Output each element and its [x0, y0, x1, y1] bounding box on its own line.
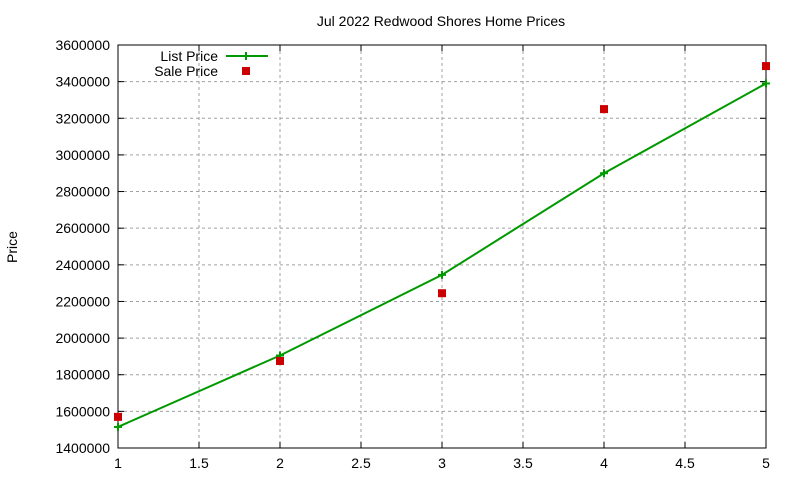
series — [114, 62, 770, 431]
series-sale-price — [114, 62, 770, 421]
grid — [118, 45, 766, 448]
y-tick-label: 2200000 — [55, 293, 110, 309]
x-tick-label: 1 — [114, 455, 122, 471]
plot-border — [117, 44, 767, 449]
y-tick-label: 2000000 — [55, 330, 110, 346]
x-tick-label: 2.5 — [351, 455, 371, 471]
x-tick-label: 1.5 — [189, 455, 209, 471]
y-tick-label: 3200000 — [55, 110, 110, 126]
x-tick-label: 4 — [600, 455, 608, 471]
y-tick-label: 1600000 — [55, 403, 110, 419]
legend-label-sale-price: Sale Price — [154, 63, 218, 79]
y-tick-label: 3400000 — [55, 74, 110, 90]
y-axis-label: Price — [4, 231, 20, 263]
axis-ticks: 1 1.5 2 2.5 3 3.5 4 4.5 5 1400000 1600000 1800000 20… — [55, 37, 770, 471]
y-tick-label: 2600000 — [55, 220, 110, 236]
x-tick-label: 3.5 — [513, 455, 533, 471]
legend-label-list-price: List Price — [160, 48, 218, 64]
chart-title: Jul 2022 Redwood Shores Home Prices — [317, 13, 565, 29]
y-tick-label: 3600000 — [55, 37, 110, 53]
y-tick-label: 2800000 — [55, 184, 110, 200]
y-tick-label: 1400000 — [55, 440, 110, 456]
y-tick-label: 3000000 — [55, 147, 110, 163]
x-tick-label: 3 — [438, 455, 446, 471]
x-tick-label: 4.5 — [675, 455, 695, 471]
y-tick-label: 2400000 — [55, 257, 110, 273]
x-tick-label: 5 — [762, 455, 770, 471]
x-tick-label: 2 — [276, 455, 284, 471]
y-tick-label: 1800000 — [55, 367, 110, 383]
legend: List Price Sale Price — [154, 48, 268, 79]
